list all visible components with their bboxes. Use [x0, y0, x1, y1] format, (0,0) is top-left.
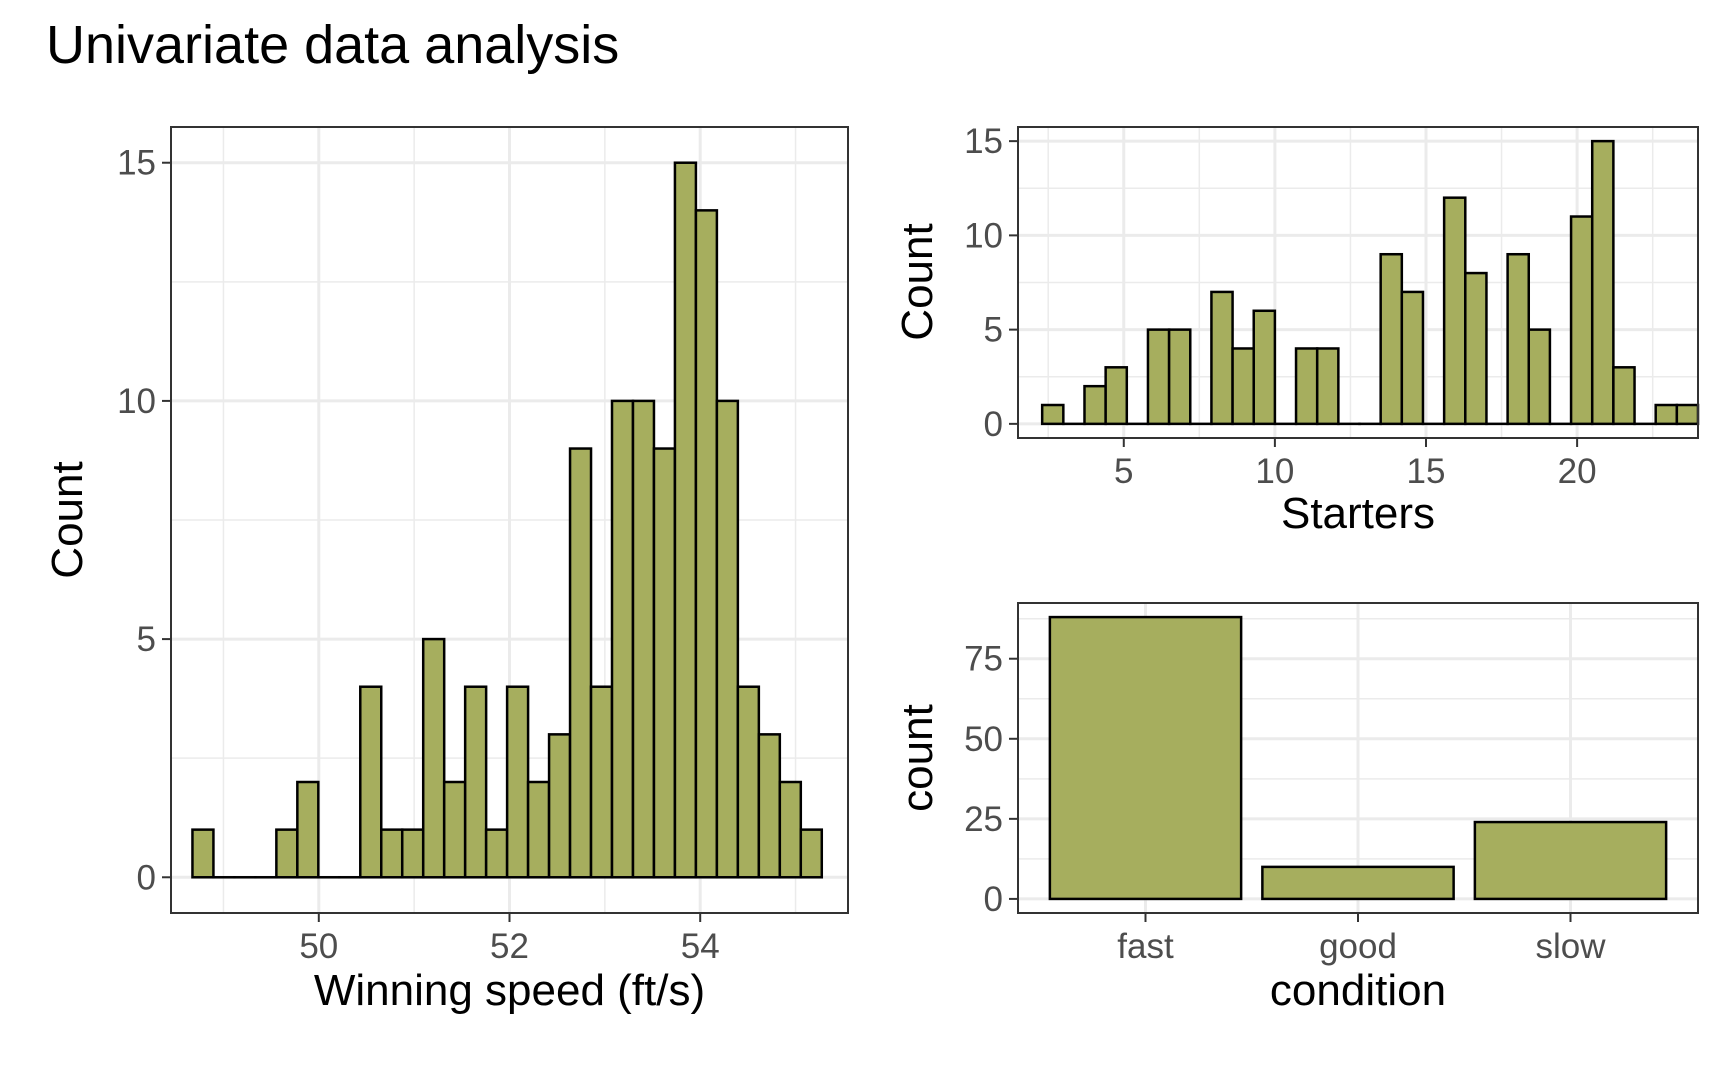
- condition-y-tick-label: 0: [984, 880, 1003, 919]
- starters-histogram-bar: [1083, 384, 1107, 426]
- speed-histogram-bar: [778, 780, 803, 879]
- speed-histogram-bar: [589, 685, 614, 879]
- speed-histogram-bar: [799, 828, 824, 879]
- speed-histogram-bar: [631, 399, 656, 879]
- speed-histogram-bar: [673, 161, 698, 879]
- starters-y-tick-label: 5: [984, 311, 1003, 350]
- speed-histogram-bar: [715, 399, 740, 879]
- speed-y-tick-label: 0: [137, 858, 156, 897]
- speed-histogram-bar: [736, 685, 761, 879]
- starters-y-axis-title: Count: [893, 223, 942, 340]
- starters-histogram-bar: [1146, 328, 1171, 426]
- condition-y-tick-label: 75: [964, 640, 1003, 679]
- speed-histogram-bar: [757, 733, 782, 879]
- starters-histogram-bar: [1506, 252, 1531, 426]
- starters-histogram-bar: [1654, 403, 1679, 426]
- condition-y-tick-label: 25: [964, 800, 1003, 839]
- starters-histogram-panel: 0 5 10 15 5 10 15 20 Starters Count: [893, 122, 1700, 538]
- condition-bar-panel: 0 25 50 75 fast good slow condition count: [893, 602, 1699, 1015]
- condition-x-tick-label: fast: [1117, 927, 1174, 966]
- starters-y-tick-label: 15: [964, 122, 1003, 161]
- speed-x-axis-title: Winning speed (ft/s): [314, 966, 705, 1015]
- starters-histogram-bar: [1294, 347, 1319, 426]
- speed-y-tick-label: 10: [117, 382, 156, 421]
- speed-histogram-bar: [610, 399, 635, 879]
- condition-bar-slow: [1473, 820, 1668, 901]
- starters-histogram-bar: [1167, 328, 1192, 426]
- condition-bar-fast: [1048, 615, 1243, 901]
- speed-histogram-bar: [296, 780, 320, 879]
- speed-histogram-bar: [505, 685, 530, 879]
- starters-x-axis-title: Starters: [1281, 489, 1435, 538]
- speed-histogram-bar: [652, 447, 677, 879]
- speed-histogram-bar: [526, 780, 551, 879]
- starters-histogram-bar: [1612, 366, 1636, 426]
- starters-y-tick-label: 10: [964, 216, 1003, 255]
- speed-histogram-bar: [191, 828, 215, 879]
- condition-bar-good: [1261, 865, 1455, 901]
- condition-y-axis-title: count: [893, 704, 942, 812]
- speed-histogram-bar: [359, 685, 383, 879]
- figure-title: Univariate data analysis: [46, 15, 619, 75]
- starters-x-tick-label: 15: [1407, 452, 1446, 491]
- speed-x-tick-label: 50: [299, 927, 338, 966]
- starters-histogram-bar: [1379, 252, 1404, 426]
- condition-x-axis-title: condition: [1270, 966, 1446, 1015]
- speed-x-tick-label: 52: [490, 927, 529, 966]
- condition-x-tick-label: good: [1319, 927, 1397, 966]
- starters-histogram-bar: [1400, 290, 1425, 426]
- starters-histogram-bar: [1252, 309, 1277, 426]
- starters-histogram-bar: [1590, 139, 1615, 426]
- starters-x-tick-label: 20: [1558, 452, 1597, 491]
- starters-histogram-bar: [1569, 215, 1594, 426]
- speed-histogram-bar: [421, 637, 446, 879]
- speed-histogram-bar: [442, 780, 467, 879]
- starters-histogram-bar: [1231, 347, 1255, 426]
- speed-histogram-bar: [400, 828, 425, 879]
- speed-histogram-bar: [275, 828, 299, 879]
- starters-histogram-bar: [1210, 290, 1234, 426]
- starters-histogram-bar: [1675, 403, 1700, 426]
- speed-histogram-bar: [694, 209, 719, 879]
- starters-histogram-bar: [1464, 271, 1488, 426]
- starters-histogram-bar: [1315, 347, 1340, 426]
- speed-x-tick-label: 54: [681, 927, 720, 966]
- starters-histogram-bar: [1442, 196, 1467, 426]
- starters-x-tick-label: 5: [1114, 452, 1133, 491]
- speed-histogram-bar: [380, 828, 404, 879]
- speed-y-tick-label: 15: [117, 144, 156, 183]
- condition-y-tick-label: 50: [964, 720, 1003, 759]
- starters-x-tick-label: 10: [1255, 452, 1294, 491]
- speed-y-axis-title: Count: [43, 461, 92, 578]
- speed-histogram-bar: [568, 447, 593, 879]
- speed-histogram-bar: [463, 685, 488, 879]
- starters-histogram-bar: [1527, 328, 1552, 426]
- condition-x-tick-label: slow: [1535, 927, 1606, 966]
- speed-histogram-bar: [547, 733, 572, 879]
- starters-y-tick-label: 0: [984, 405, 1003, 444]
- speed-histogram-bar: [484, 828, 509, 879]
- speed-y-tick-label: 5: [137, 620, 156, 659]
- starters-panel-border: [1017, 126, 1699, 439]
- starters-histogram-bar: [1104, 366, 1129, 426]
- starters-histogram-bar: [1040, 403, 1065, 426]
